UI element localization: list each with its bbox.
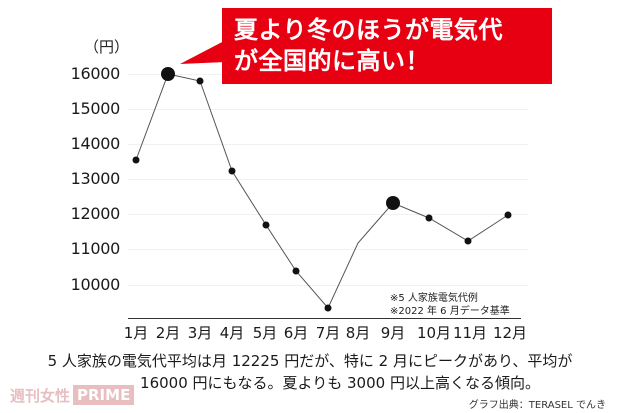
x-tick-label: 9月 — [380, 324, 406, 342]
source-credit: グラフ出典：TERASEL でんき — [468, 400, 606, 411]
callout-line-2: が全国的に高い！ — [234, 47, 430, 75]
note-line-2: ※2022 年 6 月データ基準 — [390, 306, 510, 317]
data-point-may — [262, 221, 270, 229]
x-tick-label: 6月 — [283, 324, 309, 342]
data-point-nov — [464, 237, 472, 245]
callout-pointer — [180, 40, 226, 64]
caption-line-1: 5 人家族の電気代平均は月 12225 円だが、特に 2 月にピークがあり、平均… — [47, 352, 573, 370]
y-tick-label: 16000 — [70, 64, 121, 83]
data-point-jun — [292, 267, 300, 275]
y-tick-label: 10000 — [70, 275, 121, 294]
y-tick-label: 14000 — [70, 134, 121, 153]
data-point-oct — [425, 214, 433, 222]
data-point-feb-highlight — [161, 67, 175, 81]
y-tick-label: 15000 — [70, 99, 121, 118]
x-axis-line — [128, 318, 521, 319]
data-point-sep-highlight — [386, 196, 400, 210]
x-tick-label: 4月 — [219, 324, 245, 342]
x-tick-label: 2月 — [155, 324, 181, 342]
data-point-apr — [228, 167, 236, 175]
x-tick-label: 8月 — [345, 324, 371, 342]
x-tick-label: 7月 — [315, 324, 341, 342]
y-tick-label: 11000 — [70, 239, 121, 258]
gridline — [128, 144, 528, 145]
x-tick-label: 1月 — [123, 324, 149, 342]
gridline — [128, 179, 528, 180]
caption-line-2: 16000 円にもなる。夏よりも 3000 円以上高くなる傾向。 — [140, 374, 540, 392]
y-tick-label: 12000 — [70, 204, 121, 223]
x-tick-label: 12月 — [492, 324, 528, 342]
gridline — [128, 285, 528, 286]
y-axis-unit: （円） — [84, 38, 130, 56]
note-line-1: ※5 人家族電気代例 — [390, 293, 478, 304]
data-point-dec — [504, 211, 512, 219]
data-point-jan — [132, 156, 140, 164]
brand-en: PRIME — [73, 385, 135, 405]
gridline — [128, 109, 528, 110]
brand-watermark: 週刊女性 PRIME — [7, 385, 135, 405]
data-point-jul — [324, 304, 332, 312]
callout-line-1: 夏より冬のほうが電気代 — [234, 16, 504, 44]
callout-box: 夏より冬のほうが電気代 が全国的に高い！ — [222, 8, 552, 84]
x-tick-label: 11月 — [452, 324, 488, 342]
data-point-mar — [196, 77, 204, 85]
x-tick-label: 5月 — [252, 324, 278, 342]
data-line — [135, 73, 509, 309]
x-tick-label: 10月 — [416, 324, 452, 342]
x-tick-label: 3月 — [187, 324, 213, 342]
gridline — [128, 214, 528, 215]
gridline — [128, 249, 528, 250]
y-tick-label: 13000 — [70, 169, 121, 188]
brand-jp: 週刊女性 — [10, 386, 71, 405]
